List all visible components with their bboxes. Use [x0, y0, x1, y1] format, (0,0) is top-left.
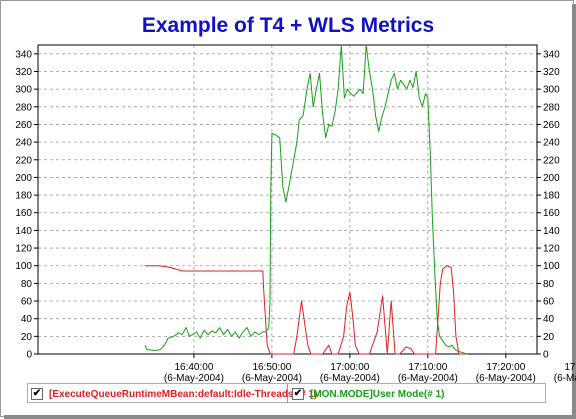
y-tick-label-right: 80: [543, 279, 555, 290]
y-tick-label-right: 240: [543, 138, 560, 149]
legend-item-user-mode[interactable]: ✔ [MON.MODE]User Mode(# 1): [292, 386, 444, 402]
x-tick-label-time: 17:10:00: [408, 362, 447, 373]
y-tick-label-right: 340: [543, 49, 560, 60]
legend-item-idle-threads[interactable]: ✔ [ExecuteQueueRuntimeMBean:default:Idle…: [31, 386, 317, 402]
series-line-idle-threads: [144, 265, 467, 355]
legend-label-user-mode: [MON.MODE]User Mode(# 1): [310, 388, 445, 400]
y-tick-label-left: 340: [15, 49, 32, 60]
y-tick-label-left: 20: [21, 332, 33, 343]
y-tick-label-right: 60: [543, 297, 555, 308]
series-line-user-mode: [144, 44, 467, 355]
window-shadow-bottom: [4, 415, 576, 419]
y-tick-label-left: 280: [15, 102, 32, 113]
y-tick-label-right: 0: [543, 350, 549, 361]
legend-label-idle-threads: [ExecuteQueueRuntimeMBean:default:Idle-T…: [49, 388, 318, 400]
x-tick-label-time: 16:40:00: [174, 362, 213, 373]
y-tick-label-left: 100: [15, 261, 32, 272]
x-tick-label-date: (6-May-2004): [476, 373, 536, 384]
x-tick-label-time: 17:20:00: [486, 362, 525, 373]
y-tick-label-right: 320: [543, 67, 560, 78]
x-tick-label-date: (6-May-2004): [320, 373, 380, 384]
y-tick-label-left: 0: [26, 350, 32, 361]
y-tick-label-right: 100: [543, 261, 560, 272]
y-tick-label-right: 20: [543, 332, 555, 343]
y-tick-label-left: 40: [21, 314, 33, 325]
y-tick-label-right: 40: [543, 314, 555, 325]
x-tick-label-date: (6-May-2004): [554, 373, 576, 384]
legend: [27, 383, 546, 403]
y-tick-label-right: 140: [543, 226, 560, 237]
legend-separator: [287, 383, 288, 403]
y-tick-label-left: 220: [15, 155, 32, 166]
x-tick-label-time: 17:00:00: [330, 362, 369, 373]
y-tick-label-right: 220: [543, 155, 560, 166]
y-tick-label-left: 200: [15, 173, 32, 184]
plot-frame: [37, 44, 538, 355]
x-tick-label-date: (6-May-2004): [242, 373, 302, 384]
x-tick-label-time: 17:30:00: [564, 362, 576, 373]
x-tick-label-date: (6-May-2004): [164, 373, 224, 384]
legend-checkbox-idle-threads[interactable]: ✔: [31, 388, 43, 400]
x-tick-label-time: 16:50:00: [252, 362, 291, 373]
y-tick-label-left: 160: [15, 208, 32, 219]
x-tick-label-date: (6-May-2004): [398, 373, 458, 384]
y-tick-label-left: 60: [21, 297, 33, 308]
y-tick-label-left: 80: [21, 279, 33, 290]
legend-checkbox-user-mode[interactable]: ✔: [292, 388, 304, 400]
y-tick-label-right: 200: [543, 173, 560, 184]
y-tick-label-right: 260: [543, 120, 560, 131]
y-tick-label-left: 240: [15, 138, 32, 149]
y-tick-label-left: 300: [15, 85, 32, 96]
y-tick-label-left: 180: [15, 191, 32, 202]
y-tick-label-right: 180: [543, 191, 560, 202]
y-tick-label-right: 300: [543, 85, 560, 96]
y-tick-label-right: 160: [543, 208, 560, 219]
y-tick-label-left: 320: [15, 67, 32, 78]
chart-title: Example of T4 + WLS Metrics: [141, 14, 435, 37]
y-tick-label-left: 140: [15, 226, 32, 237]
y-tick-label-left: 120: [15, 244, 32, 255]
y-tick-label-left: 260: [15, 120, 32, 131]
window-shadow-right: [572, 4, 576, 419]
y-tick-label-right: 280: [543, 102, 560, 113]
y-tick-label-right: 120: [543, 244, 560, 255]
